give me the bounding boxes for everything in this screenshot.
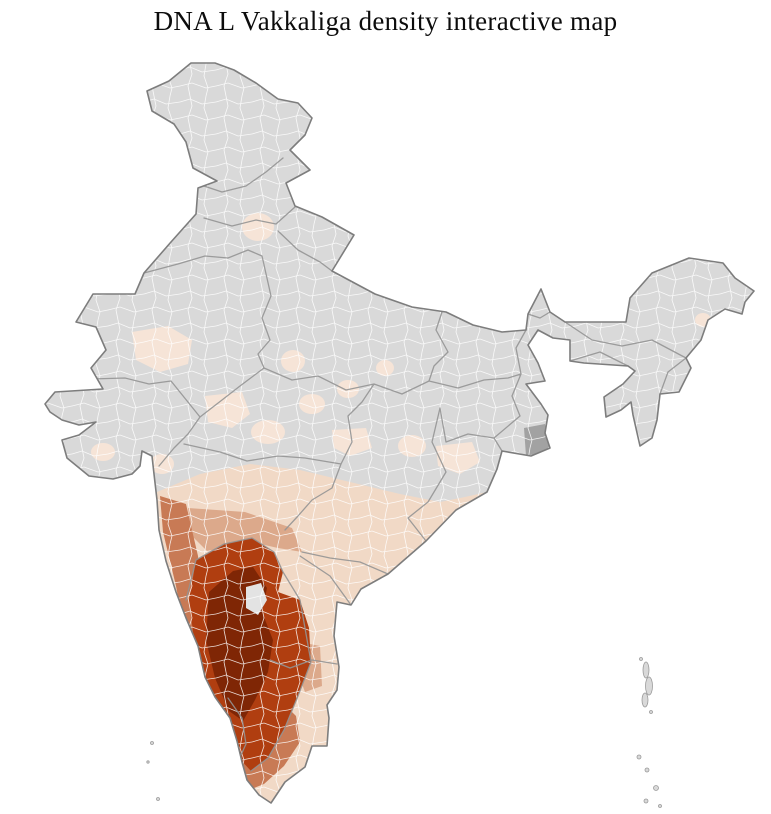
state-boundaries	[90, 157, 687, 781]
andaman-islands[interactable]	[639, 657, 653, 714]
island-groups	[146, 657, 662, 808]
page-title: DNA L Vakkaliga density interactive map	[153, 6, 618, 36]
nicobar-islands[interactable]	[636, 754, 662, 808]
lakshadweep-islands[interactable]	[146, 741, 160, 801]
district-boundaries-overlay	[45, 63, 754, 803]
